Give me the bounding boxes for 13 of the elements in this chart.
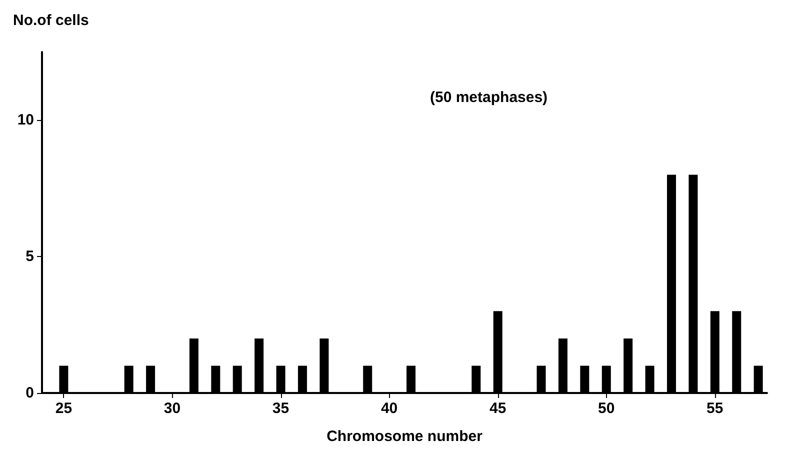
- y-axis-title: No.of cells: [13, 12, 89, 29]
- y-tick-label: 10: [17, 112, 34, 129]
- x-tick-label: 45: [489, 400, 506, 417]
- annotation: (50 metaphases): [430, 89, 548, 106]
- y-tick-label: 0: [26, 384, 34, 402]
- x-tick-label: 25: [55, 400, 72, 417]
- x-tick-label: 50: [598, 400, 615, 417]
- x-tick-label: 30: [164, 400, 181, 417]
- x-tick-label: 40: [380, 400, 398, 417]
- x-tick-label: 55: [706, 400, 724, 417]
- x-tick-label: 35: [272, 400, 290, 417]
- y-tick-label: 5: [26, 248, 34, 266]
- x-axis-title: Chromosome number: [326, 428, 483, 445]
